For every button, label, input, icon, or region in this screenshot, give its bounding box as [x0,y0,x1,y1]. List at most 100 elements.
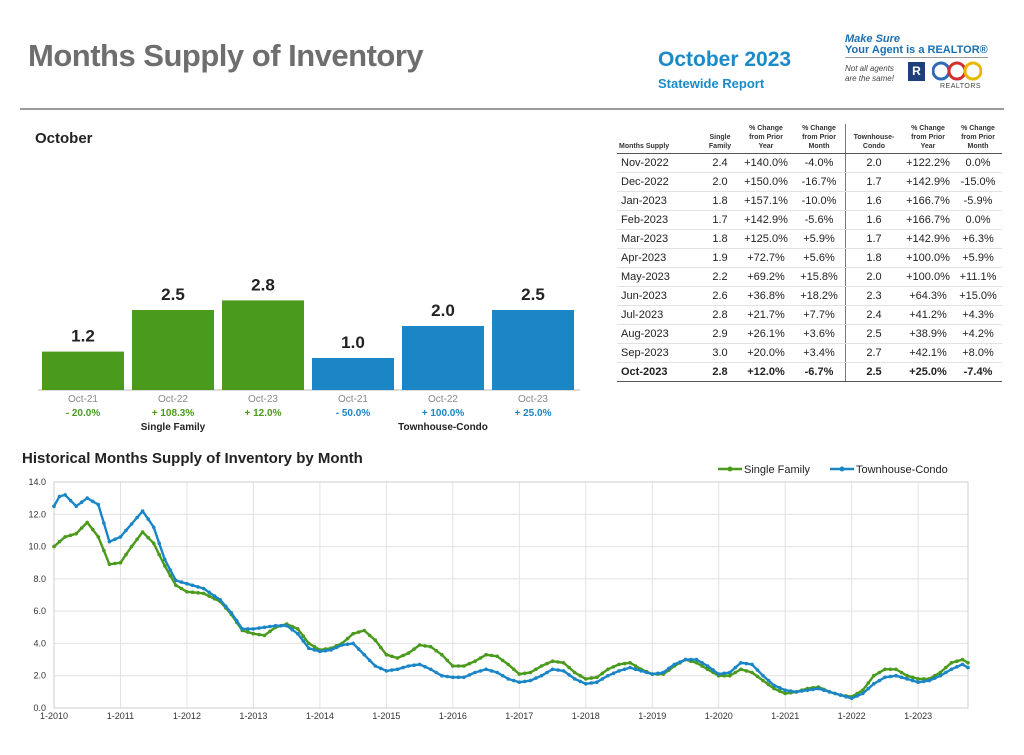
data-point [478,656,483,660]
data-point [384,652,389,657]
data-point [428,644,433,649]
data-point [949,667,954,672]
data-point [467,673,472,677]
data-point [262,625,267,630]
data-point [517,672,522,676]
bar [42,351,124,390]
data-point [883,667,887,672]
data-point [140,530,145,534]
table-cell: 2.4 [845,305,902,325]
data-point [107,562,112,567]
data-point [356,630,361,634]
bar-change-label: - 20.0% [66,408,101,419]
table-header-cell: Months Supply [617,124,701,154]
data-point [777,686,782,690]
data-point [373,664,378,668]
data-point [550,659,555,663]
row-month: Mar-2023 [617,229,701,249]
data-point [196,591,200,595]
data-point [761,678,765,683]
table-cell: -6.7% [793,362,846,382]
table-cell: 2.8 [701,362,739,382]
data-point [628,661,632,665]
data-point [362,628,367,633]
data-point [927,678,931,683]
legend-label: Single Family [744,464,811,476]
table-cell: -16.7% [793,172,846,192]
data-point [506,662,511,667]
data-point [367,633,372,638]
table-cell: +142.9% [902,172,954,192]
data-point [578,673,582,678]
data-point [600,677,605,681]
data-point [129,544,134,549]
data-point [805,688,810,692]
data-point [916,677,920,681]
data-point [966,665,970,670]
data-point [489,669,494,673]
data-point [933,676,937,680]
data-point [545,661,549,666]
table-cell: 2.3 [845,286,902,306]
bar [222,300,304,390]
data-point [611,671,616,676]
data-point [406,664,411,668]
data-point [595,680,599,684]
table-header-row: Months Supply Single Family% Change from Pr… [617,124,1002,154]
data-point [938,673,943,678]
data-point [428,667,433,672]
data-point [584,677,588,681]
x-tick-label: 1-2023 [904,711,932,721]
data-point [113,561,117,566]
row-month: Aug-2023 [617,324,701,344]
y-tick-label: 12.0 [28,509,46,519]
table-body: Nov-2022 2.4 +140.0% -4.0% 2.0 +122.2% 0.0% Dec… [617,153,1002,382]
data-point [567,673,571,677]
data-point [916,680,920,684]
table-cell: 1.8 [701,229,739,249]
data-point [744,661,749,666]
data-point [257,626,261,630]
table-cell: +4.2% [954,324,1002,344]
table-cell: +41.2% [902,305,954,325]
data-point [395,656,400,660]
data-point [129,522,134,526]
row-month: Jan-2023 [617,191,701,211]
data-point [118,535,123,539]
data-point [783,691,787,696]
bar-value-label: 2.5 [521,285,545,304]
table-cell: +11.1% [954,267,1002,287]
data-point [301,639,306,643]
table-cell: +25.0% [902,362,954,382]
data-point [102,521,106,525]
table-cell: +15.8% [793,267,846,287]
data-point [728,670,732,675]
data-point [755,668,760,672]
data-point [899,670,904,675]
data-point [63,493,67,497]
data-point [351,641,355,646]
data-point [417,643,422,647]
data-point [960,657,965,662]
data-point [921,677,926,681]
data-point [500,673,505,678]
data-point [406,651,411,655]
row-month: Jul-2023 [617,305,701,325]
data-point [312,644,317,649]
history-chart-title: Historical Months Supply of Inventory by… [22,450,363,467]
data-point [944,670,948,675]
logo-line1: Make Sure [845,33,901,45]
page-title: Months Supply of Inventory [28,38,424,73]
table-row: Nov-2022 2.4 +140.0% -4.0% 2.0 +122.2% 0.0% [617,153,1002,173]
bar-group-label: Townhouse-Condo [398,422,488,433]
data-point [96,535,101,539]
data-point [201,591,206,596]
data-point [572,670,577,675]
data-point [157,541,161,546]
table-cell: 1.7 [845,172,902,192]
bar-category-label: Oct-21 [338,394,368,405]
table-header-cell: Single Family [701,124,739,154]
data-point [246,627,250,631]
data-point [728,673,732,678]
bar-change-label: - 50.0% [336,408,371,419]
